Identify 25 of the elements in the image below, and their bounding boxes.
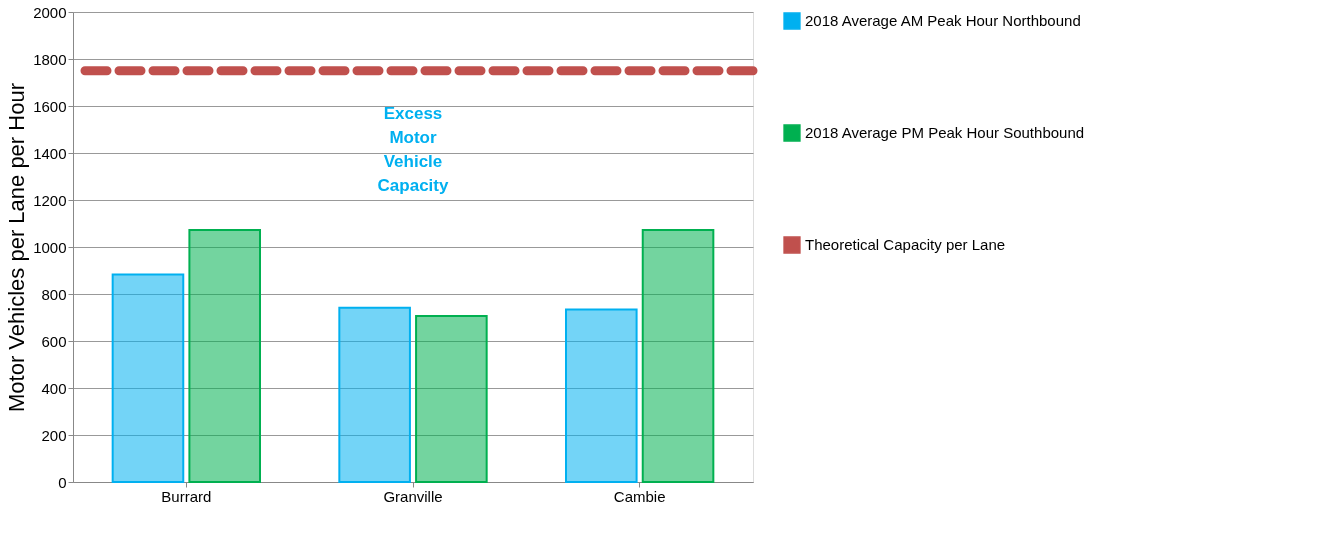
y-tick-label: 400 — [41, 379, 67, 397]
y-tick-label: 800 — [41, 285, 67, 303]
bar — [641, 229, 715, 483]
annotation: Excess Motor Vehicle Capacity — [377, 104, 449, 195]
bar — [415, 315, 488, 483]
y-tick-label: 1600 — [33, 97, 67, 115]
y-tick-label: 1200 — [33, 191, 67, 209]
y-tick-label: 1800 — [33, 50, 67, 68]
legend-label: Theoretical Capacity per Lane — [805, 236, 1006, 253]
y-tick-label: 0 — [58, 473, 67, 491]
y-tick-label: 200 — [41, 426, 67, 444]
y-tick-label: 1000 — [33, 238, 67, 256]
bar — [111, 273, 185, 483]
bar — [338, 306, 411, 483]
legend-label: 2018 Average PM Peak Hour Southbound — [805, 124, 1085, 141]
bar — [188, 229, 261, 483]
bar — [565, 308, 638, 483]
y-tick-label: 600 — [41, 332, 67, 350]
x-tick-label: Burrard — [161, 487, 212, 505]
y-axis-title: Motor Vehicles per Lane per Hour — [4, 83, 30, 412]
y-tick-label: 1400 — [33, 144, 67, 162]
legend-label: 2018 Average AM Peak Hour Northbound — [805, 12, 1081, 29]
x-tick-label: Cambie — [613, 487, 666, 505]
y-tick-label: 2000 — [33, 3, 67, 21]
x-tick-label: Granville — [383, 487, 443, 505]
